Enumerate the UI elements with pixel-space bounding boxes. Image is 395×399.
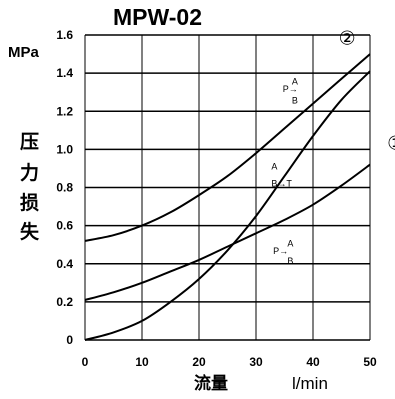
y-axis-label-char: 失: [20, 220, 40, 243]
chart-title: MPW-02: [113, 4, 202, 30]
x-axis-label: 流量: [194, 373, 228, 394]
x-tick-label: 0: [82, 355, 89, 369]
y-tick-label: 0.8: [56, 181, 73, 195]
valve-flow-label: B: [292, 96, 298, 106]
y-tick-label: 1.0: [56, 142, 73, 156]
valve-flow-label: B: [287, 256, 293, 266]
y-tick-label: 0: [66, 333, 73, 347]
tick-labels: 0 10 20 30 40 50 0 0.2 0.4 0.6 0.8 1.0 1.2 1.4 1.6: [56, 28, 377, 369]
series-lines: [84, 53, 371, 341]
y-tick-label: 0.2: [56, 295, 73, 309]
y-axis-label-char: 压: [20, 131, 39, 153]
series-line-2: [84, 70, 371, 341]
y-tick-label: 1.4: [56, 66, 73, 80]
valve-flow-label: A: [287, 239, 293, 249]
y-axis-label-char: 力: [20, 161, 39, 184]
y-axis-label-char: 损: [20, 192, 39, 214]
curve-number-label: ②: [339, 28, 356, 50]
series-line-3: [84, 163, 371, 301]
y-axis-unit: MPa: [8, 44, 40, 61]
x-tick-label: 20: [192, 355, 206, 369]
x-tick-label: 50: [363, 355, 377, 369]
x-tick-label: 10: [135, 355, 149, 369]
series-line-1: [84, 53, 371, 242]
valve-flow-label: P→: [273, 246, 288, 256]
valve-flow-label: P→: [283, 84, 298, 94]
grid-lines: [84, 34, 371, 341]
x-tick-label: 40: [306, 355, 320, 369]
x-tick-label: 30: [249, 355, 263, 369]
x-axis-unit: l/min: [292, 374, 328, 393]
y-tick-label: 1.2: [56, 104, 73, 118]
y-tick-label: 1.6: [56, 28, 73, 42]
valve-flow-label: A: [271, 161, 277, 171]
curve-number-label: ①: [387, 132, 395, 154]
valve-flow-label: A: [292, 77, 298, 87]
valve-flow-label: B→T: [271, 179, 292, 189]
y-tick-label: 0.6: [56, 219, 73, 233]
y-tick-label: 0.4: [56, 257, 73, 271]
